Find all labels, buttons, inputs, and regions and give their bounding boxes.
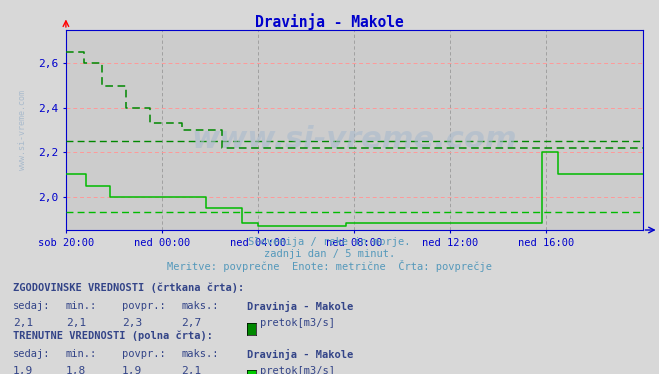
- Text: 1,9: 1,9: [13, 366, 34, 374]
- Text: 1,8: 1,8: [66, 366, 86, 374]
- Text: min.:: min.:: [66, 301, 97, 311]
- Text: pretok[m3/s]: pretok[m3/s]: [260, 318, 335, 328]
- Text: maks.:: maks.:: [181, 349, 219, 359]
- Text: Dravinja - Makole: Dravinja - Makole: [255, 13, 404, 30]
- Text: Meritve: povprečne  Enote: metrične  Črta: povprečje: Meritve: povprečne Enote: metrične Črta:…: [167, 260, 492, 272]
- Text: 2,3: 2,3: [122, 318, 142, 328]
- Text: zadnji dan / 5 minut.: zadnji dan / 5 minut.: [264, 249, 395, 259]
- Text: maks.:: maks.:: [181, 301, 219, 311]
- Text: min.:: min.:: [66, 349, 97, 359]
- Text: www.si-vreme.com: www.si-vreme.com: [18, 90, 27, 170]
- Text: Dravinja - Makole: Dravinja - Makole: [247, 349, 353, 359]
- Text: TRENUTNE VREDNOSTI (polna črta):: TRENUTNE VREDNOSTI (polna črta):: [13, 331, 213, 341]
- Text: www.si-vreme.com: www.si-vreme.com: [191, 125, 517, 154]
- Text: Dravinja - Makole: Dravinja - Makole: [247, 301, 353, 312]
- Text: 2,1: 2,1: [66, 318, 86, 328]
- Text: povpr.:: povpr.:: [122, 301, 165, 311]
- Text: sedaj:: sedaj:: [13, 349, 51, 359]
- Text: 2,7: 2,7: [181, 318, 202, 328]
- Text: pretok[m3/s]: pretok[m3/s]: [260, 366, 335, 374]
- Text: 1,9: 1,9: [122, 366, 142, 374]
- Text: ZGODOVINSKE VREDNOSTI (črtkana črta):: ZGODOVINSKE VREDNOSTI (črtkana črta):: [13, 282, 244, 293]
- Text: povpr.:: povpr.:: [122, 349, 165, 359]
- Text: sedaj:: sedaj:: [13, 301, 51, 311]
- Text: 2,1: 2,1: [181, 366, 202, 374]
- Text: 2,1: 2,1: [13, 318, 34, 328]
- Text: Slovenija / reke in morje.: Slovenija / reke in morje.: [248, 237, 411, 248]
